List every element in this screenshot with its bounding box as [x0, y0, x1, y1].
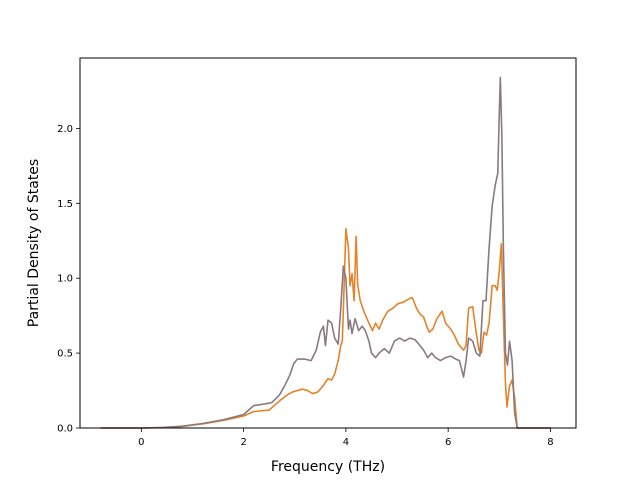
- y-tick-label: 2.0: [57, 124, 73, 135]
- series-line-1: [100, 227, 551, 429]
- x-tick-label: 0: [138, 437, 144, 448]
- plot-frame: [79, 57, 577, 429]
- y-axis-label: Partial Density of States: [26, 159, 42, 327]
- y-tick-label: 0.0: [57, 424, 73, 435]
- x-tick-label: 2: [240, 437, 246, 448]
- x-tick-label: 8: [547, 437, 553, 448]
- plot-area: [80, 58, 576, 428]
- y-tick-label: 1.0: [57, 274, 73, 285]
- x-tick-label: 4: [343, 437, 349, 448]
- series-line-2: [100, 76, 551, 429]
- y-axis-ticks: 0.0 0.5 1.0 1.5 2.0: [57, 124, 80, 435]
- x-tick-label: 6: [445, 437, 451, 448]
- y-tick-label: 0.5: [57, 349, 73, 360]
- x-axis-label: Frequency (THz): [271, 459, 385, 475]
- y-tick-label: 1.5: [57, 199, 73, 210]
- x-axis-ticks: 0 2 4 6 8: [138, 428, 554, 448]
- series-layer: [100, 76, 551, 429]
